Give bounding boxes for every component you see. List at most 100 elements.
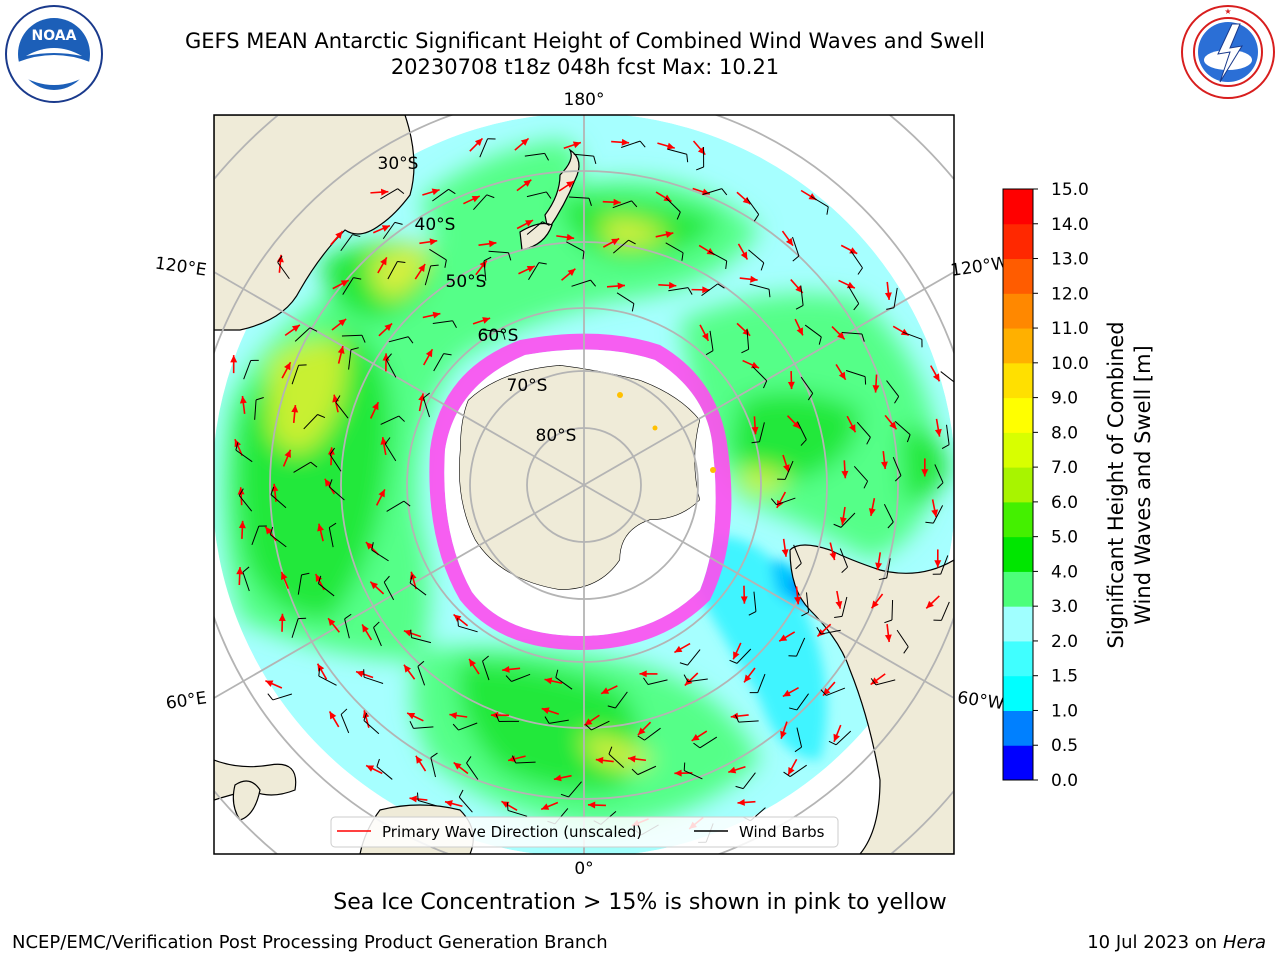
wind-barb-flag <box>482 655 489 662</box>
wind-barb-flag <box>544 716 550 724</box>
wave-arrow-head <box>601 687 610 694</box>
wind-barb <box>820 629 841 635</box>
wave-arrow-head <box>613 198 621 206</box>
wind-barb <box>429 248 447 261</box>
wave-arrow-head <box>934 428 942 437</box>
wave-arrow-head <box>236 567 244 575</box>
wind-barb-flag <box>444 259 447 268</box>
wind-barb <box>647 679 668 685</box>
wind-barb-flag <box>545 191 552 199</box>
wind-barb <box>482 329 503 333</box>
wind-barb <box>466 762 479 780</box>
wind-barb-flag <box>751 441 760 444</box>
wind-barb <box>380 188 398 200</box>
wave-arrow-head <box>449 712 457 719</box>
wave-arrow-head <box>425 349 433 358</box>
wind-barb <box>668 287 689 292</box>
wind-barb <box>784 460 794 480</box>
wind-barb <box>568 781 582 798</box>
wind-barb-flag <box>792 255 800 262</box>
wave-arrow-head <box>502 665 510 673</box>
wave-arrow-head <box>665 231 674 238</box>
wave-arrow-head <box>617 282 625 290</box>
wind-barb <box>800 376 814 394</box>
wind-barb <box>363 676 384 684</box>
wind-barb <box>488 250 509 254</box>
wave-arrow-head <box>674 769 682 777</box>
wind-barb <box>242 571 250 592</box>
wave-arrow-head <box>324 478 332 487</box>
wave-arrow-head <box>317 523 324 532</box>
wave-arrow-head <box>733 651 740 660</box>
wind-barb <box>845 369 866 378</box>
colorbar-segment <box>1003 571 1033 607</box>
wind-barb <box>903 331 923 340</box>
chart-title: GEFS MEAN Antarctic Significant Height o… <box>184 29 986 53</box>
wind-barb <box>752 366 768 382</box>
wave-arrow-head <box>889 421 897 430</box>
colorbar-tick-label: 1.5 <box>1051 667 1078 687</box>
wave-arrow-head <box>469 658 477 667</box>
wind-barb-flag <box>721 188 728 196</box>
wave-arrow-head <box>742 328 751 336</box>
wind-barb <box>341 334 362 337</box>
wind-barb <box>687 649 701 666</box>
wind-barb <box>507 809 528 817</box>
wind-barb <box>891 600 894 621</box>
wind-barb <box>736 648 752 664</box>
wind-barb <box>409 582 427 596</box>
wind-barb-flag <box>317 575 322 584</box>
wind-barb-flag <box>866 437 871 445</box>
wave-arrow-head <box>429 238 438 246</box>
wave-arrow-head <box>372 402 379 411</box>
wind-barb <box>940 601 950 621</box>
wind-barb-flag <box>795 304 804 310</box>
map-legend: Primary Wave Direction (unscaled) Wind B… <box>330 816 839 848</box>
wind-barb-flag <box>443 353 452 356</box>
wave-arrow-head <box>782 689 791 697</box>
wave-arrow-head <box>281 571 288 580</box>
wave-arrow-head <box>931 509 939 518</box>
wind-barb-flag <box>423 392 430 399</box>
colorbar-tick-label: 9.0 <box>1051 389 1078 409</box>
wave-arrow-head <box>584 718 593 726</box>
wind-barb <box>376 766 393 780</box>
wind-barb-flag <box>317 414 326 418</box>
wind-barb-flag <box>410 629 413 638</box>
wind-barb-flag <box>683 674 689 682</box>
wind-barb-flag <box>397 260 406 263</box>
wind-barb-flag <box>452 723 459 731</box>
wind-barb <box>644 727 661 741</box>
wind-barb <box>566 241 585 252</box>
wind-barb <box>422 397 430 418</box>
wind-barb-flag <box>800 439 807 446</box>
wave-arrow-head <box>794 596 802 605</box>
wave-arrow-head <box>674 645 683 653</box>
wave-arrow-head <box>525 220 534 227</box>
wind-barb <box>792 236 800 257</box>
wave-arrow-head <box>740 596 748 604</box>
label-180: 180° <box>564 90 605 110</box>
colorbar-segment <box>1003 189 1033 225</box>
wind-barb-flag <box>328 479 333 488</box>
wave-arrow-head <box>488 240 497 248</box>
wind-barb <box>430 757 436 778</box>
wind-barb <box>759 422 765 442</box>
wind-barb <box>665 242 684 254</box>
wave-arrow-head <box>284 362 291 371</box>
wind-barb <box>708 251 727 262</box>
wind-barb <box>932 505 944 524</box>
wind-barb <box>886 558 891 579</box>
wave-arrow-head <box>781 549 789 557</box>
wind-barb <box>753 591 757 612</box>
wind-barb-flag <box>448 188 456 195</box>
wind-barb-flag <box>269 526 274 535</box>
wave-arrow-head <box>691 733 700 741</box>
wave-arrow-head <box>291 324 300 332</box>
wave-arrow-head <box>751 426 759 435</box>
wind-barb-flag <box>585 724 592 731</box>
wind-barb-flag <box>828 740 837 746</box>
wind-barb <box>291 365 300 385</box>
wave-arrow-head <box>432 311 441 319</box>
wind-barb <box>776 497 796 506</box>
